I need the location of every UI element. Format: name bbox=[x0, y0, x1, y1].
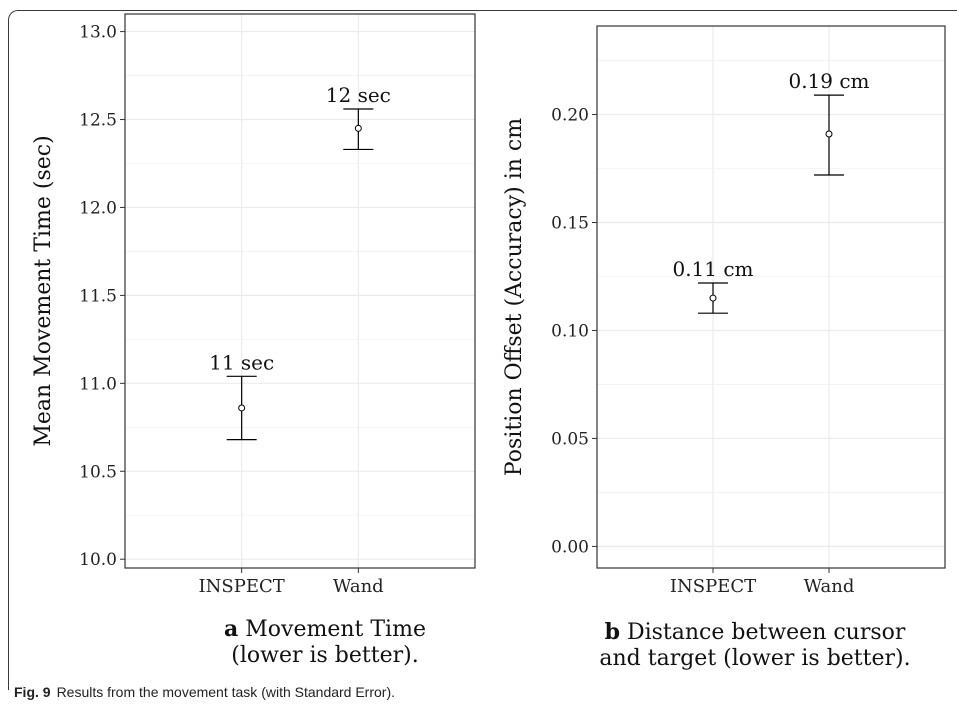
b-data-label: 0.11 cm bbox=[672, 257, 753, 281]
a-data-label: 11 sec bbox=[209, 350, 274, 374]
a-ytick-label: 10.0 bbox=[79, 550, 117, 570]
a-data-point bbox=[238, 404, 246, 412]
panel-a-caption: a Movement Time (lower is better). bbox=[110, 616, 540, 669]
a-ytick-label: 11.0 bbox=[79, 374, 117, 394]
panel-b-caption: b Distance between cursor and target (lo… bbox=[560, 619, 950, 672]
figure-label: Fig. 9 bbox=[14, 684, 51, 700]
panel-b-letter: b bbox=[604, 619, 620, 645]
a-ytick-label: 12.5 bbox=[79, 111, 117, 131]
b-ytick-label: 0.15 bbox=[551, 214, 589, 234]
a-data-point bbox=[354, 124, 362, 132]
a-xtick-label: Wand bbox=[333, 576, 384, 597]
b-data-point bbox=[825, 130, 833, 138]
b-xtick-label: INSPECT bbox=[670, 576, 756, 597]
b-ytick-label: 0.05 bbox=[551, 429, 589, 449]
b-ytick-label: 0.20 bbox=[551, 106, 589, 126]
a-ytick-label: 12.0 bbox=[79, 198, 117, 218]
figure-caption: Fig. 9 Results from the movement task (wi… bbox=[14, 684, 395, 700]
frame-top-rule bbox=[18, 10, 957, 11]
b-xtick-label: Wand bbox=[804, 576, 855, 597]
panel-a-caption-line1: Movement Time bbox=[245, 617, 426, 642]
b-ytick-label: 0.10 bbox=[551, 321, 589, 341]
a-ytick-label: 10.5 bbox=[79, 462, 117, 482]
a-ytick-label: 13.0 bbox=[79, 23, 117, 43]
a-xtick-label: INSPECT bbox=[199, 576, 285, 597]
panel-b-caption-line1: Distance between cursor bbox=[626, 620, 906, 645]
frame-left-rule bbox=[8, 20, 9, 690]
panel-a-caption-line2: (lower is better). bbox=[231, 643, 419, 668]
b-ytick-label: 0.00 bbox=[551, 537, 589, 557]
a-data-label: 12 sec bbox=[326, 83, 391, 107]
a-ylabel: Mean Movement Time (sec) bbox=[31, 135, 56, 446]
figure-caption-text: Results from the movement task (with Sta… bbox=[56, 684, 396, 700]
b-panel-border bbox=[596, 25, 946, 569]
frame-corner bbox=[8, 10, 21, 23]
a-panel-border bbox=[124, 13, 476, 569]
panel-b-caption-line2: and target (lower is better). bbox=[599, 646, 911, 671]
a-ytick-label: 11.5 bbox=[79, 286, 117, 306]
b-data-point bbox=[709, 294, 717, 302]
b-data-label: 0.19 cm bbox=[788, 69, 869, 93]
panel-a-letter: a bbox=[224, 616, 239, 642]
b-ylabel: Position Offset (Accuracy) in cm bbox=[502, 118, 527, 476]
